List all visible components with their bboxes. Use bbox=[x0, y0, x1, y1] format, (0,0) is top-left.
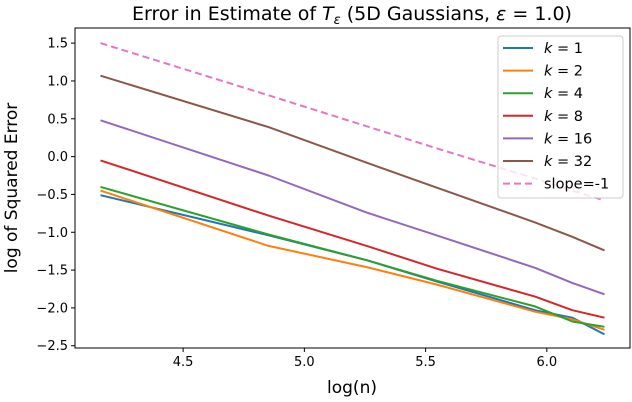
x-tick-label: 5.0 bbox=[294, 355, 315, 370]
legend-label: k = 32 bbox=[544, 154, 592, 170]
y-tick-label: 1.0 bbox=[47, 74, 68, 89]
series-line-2 bbox=[100, 185, 605, 328]
y-tick-label: 1.5 bbox=[47, 37, 68, 52]
legend-label: k = 1 bbox=[544, 41, 583, 57]
series-line-1 bbox=[100, 189, 605, 331]
plot-frame bbox=[74, 27, 631, 349]
y-axis-label: log of Squared Error bbox=[2, 103, 22, 274]
x-tick-label: 4.5 bbox=[173, 355, 194, 370]
series-line-4 bbox=[100, 119, 605, 296]
legend-label: slope=-1 bbox=[544, 177, 609, 193]
y-tick-label: 0.5 bbox=[47, 112, 68, 127]
y-axis: 1.5 1.0 0.5 0.0 −0.5 −1.0 −1.5 −2.0 −2.5 bbox=[36, 37, 75, 354]
y-tick-label: −1.0 bbox=[36, 226, 68, 241]
y-tick-label: −0.5 bbox=[36, 188, 68, 203]
series-line-6 bbox=[100, 42, 605, 202]
legend-label: k = 2 bbox=[544, 64, 583, 80]
x-axis-label: log(n) bbox=[327, 378, 377, 398]
x-tick-label: 5.5 bbox=[415, 355, 436, 370]
x-tick-label: 6.0 bbox=[536, 355, 557, 370]
series-line-3 bbox=[100, 159, 605, 319]
series-layer bbox=[100, 42, 605, 336]
y-tick-label: −1.5 bbox=[36, 264, 68, 279]
y-tick-label: −2.0 bbox=[36, 301, 68, 316]
legend-box bbox=[497, 35, 624, 199]
x-axis: 4.5 5.0 5.5 6.0 bbox=[173, 348, 557, 370]
legend-label: k = 16 bbox=[544, 131, 592, 147]
legend: k = 1 k = 2 k = 4 k = 8 k = 16 k = 32 slope=-1 bbox=[497, 35, 624, 199]
chart-title: Error in Estimate of Tε (5D Gaussians, ε… bbox=[132, 3, 572, 28]
legend-label: k = 8 bbox=[544, 109, 583, 125]
legend-label: k = 4 bbox=[544, 86, 583, 102]
series-line-5 bbox=[100, 74, 605, 252]
y-tick-label: 0.0 bbox=[47, 150, 68, 165]
y-tick-label: −2.5 bbox=[36, 339, 68, 354]
